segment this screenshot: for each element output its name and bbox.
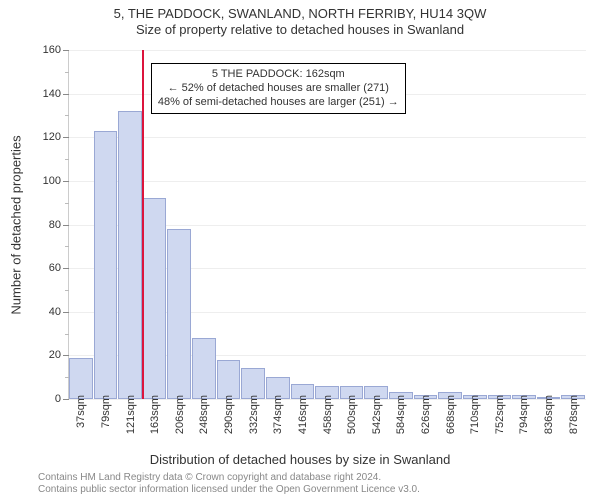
y-tick-label: 80 [49, 219, 61, 231]
gridline [69, 50, 586, 51]
attribution-footer: Contains HM Land Registry data © Crown c… [38, 472, 420, 496]
x-tick-label: 206sqm [174, 395, 186, 434]
plot-area: 02040608010012014016037sqm79sqm121sqm163… [68, 50, 586, 400]
x-tick-label: 794sqm [518, 395, 530, 434]
y-tick-label: 120 [43, 131, 61, 143]
x-tick-label: 290sqm [223, 395, 235, 434]
x-tick-label: 79sqm [100, 395, 112, 428]
x-tick-label: 458sqm [322, 395, 334, 434]
y-tick-label: 140 [43, 88, 61, 100]
annotation-callout: 5 THE PADDOCK: 162sqm← 52% of detached h… [151, 63, 406, 114]
histogram-bar [118, 111, 142, 399]
x-tick-label: 121sqm [125, 395, 137, 434]
y-tick-label: 160 [43, 44, 61, 56]
x-tick-label: 584sqm [395, 395, 407, 434]
annotation-line: 5 THE PADDOCK: 162sqm [158, 67, 399, 81]
histogram-bar [143, 198, 167, 399]
footer-copyright: Contains HM Land Registry data © Crown c… [38, 472, 420, 484]
x-tick-label: 416sqm [297, 395, 309, 434]
y-tick-label: 40 [49, 306, 61, 318]
annotation-line: 48% of semi-detached houses are larger (… [158, 95, 399, 109]
histogram-bar [217, 360, 241, 399]
chart-title-address: 5, THE PADDOCK, SWANLAND, NORTH FERRIBY,… [12, 6, 588, 22]
x-tick-label: 374sqm [272, 395, 284, 434]
histogram-chart: 5, THE PADDOCK, SWANLAND, NORTH FERRIBY,… [0, 0, 600, 500]
x-tick-label: 752sqm [494, 395, 506, 434]
x-tick-label: 163sqm [149, 395, 161, 434]
x-tick-label: 836sqm [543, 395, 555, 434]
x-tick-label: 878sqm [568, 395, 580, 434]
highlight-marker-line [142, 50, 144, 399]
y-tick-label: 100 [43, 175, 61, 187]
histogram-bar [167, 229, 191, 399]
gridline [69, 181, 586, 182]
annotation-line: ← 52% of detached houses are smaller (27… [158, 81, 399, 95]
x-tick-label: 500sqm [346, 395, 358, 434]
x-axis-label: Distribution of detached houses by size … [0, 452, 600, 467]
chart-title-subtitle: Size of property relative to detached ho… [12, 22, 588, 38]
footer-license: Contains public sector information licen… [38, 484, 420, 496]
x-tick-label: 248sqm [198, 395, 210, 434]
x-tick-label: 626sqm [420, 395, 432, 434]
y-tick-label: 20 [49, 349, 61, 361]
y-tick-label: 0 [55, 393, 61, 405]
histogram-bar [94, 131, 118, 399]
x-tick-label: 37sqm [75, 395, 87, 428]
y-axis-label: Number of detached properties [9, 135, 24, 314]
gridline [69, 137, 586, 138]
x-tick-label: 710sqm [469, 395, 481, 434]
x-tick-label: 668sqm [445, 395, 457, 434]
x-tick-label: 542sqm [371, 395, 383, 434]
histogram-bar [192, 338, 216, 399]
x-tick-label: 332sqm [248, 395, 260, 434]
y-tick-label: 60 [49, 262, 61, 274]
histogram-bar [69, 358, 93, 399]
